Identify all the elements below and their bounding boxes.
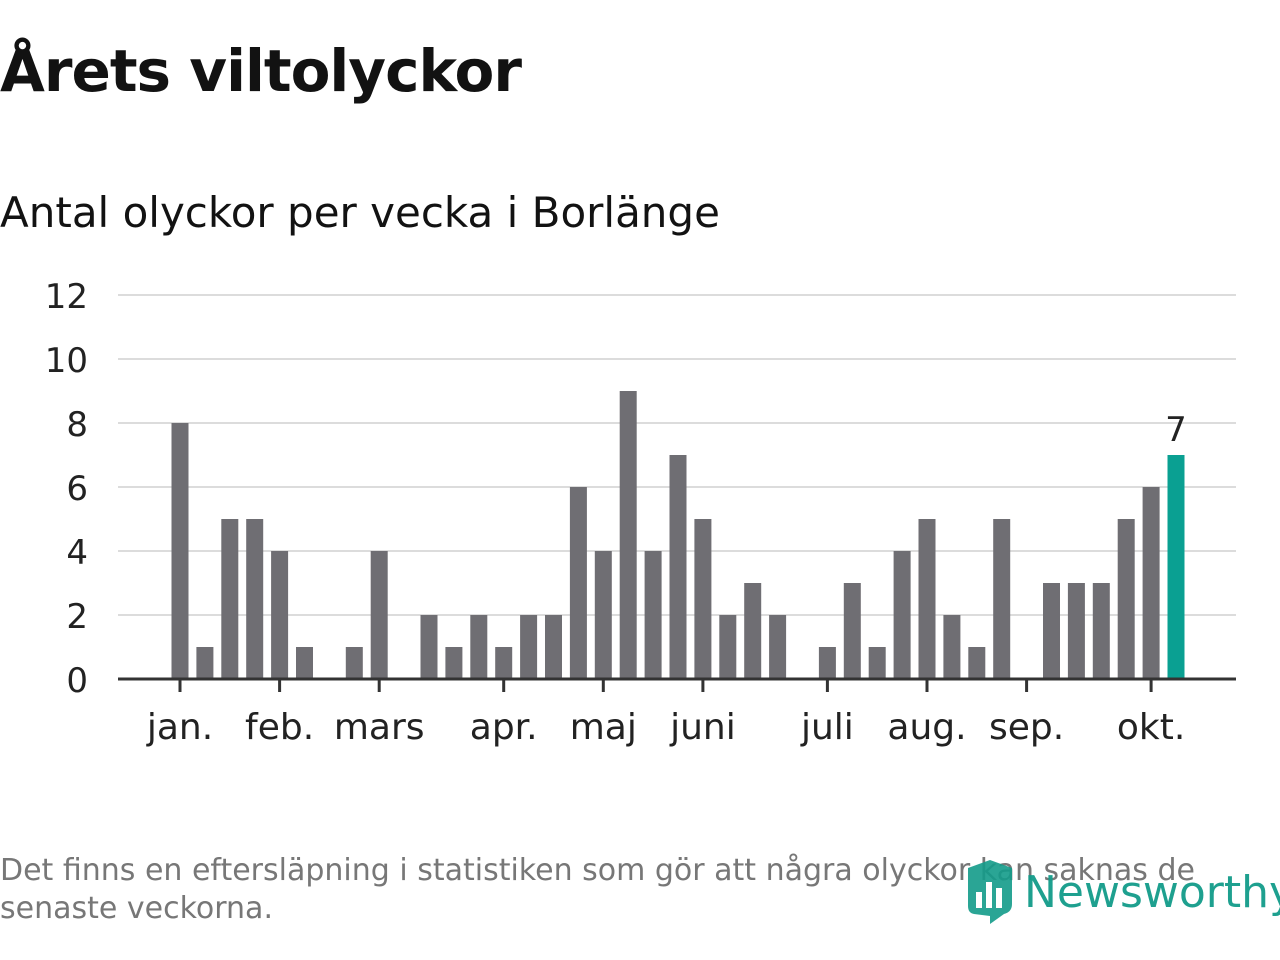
bar <box>993 519 1011 679</box>
bar <box>171 423 189 679</box>
x-tick-label: juni <box>669 707 736 748</box>
bar <box>968 647 986 679</box>
bar <box>520 615 538 679</box>
bar <box>271 551 289 679</box>
bar <box>619 391 637 679</box>
bar <box>669 455 687 679</box>
newsworthy-logo-icon <box>968 860 1012 924</box>
bar <box>246 519 264 679</box>
y-axis-tick-labels: 0 2 4 6 8 10 12 <box>45 277 88 701</box>
x-tick-label: maj <box>570 707 637 748</box>
bar <box>545 615 562 679</box>
y-tick-label: 0 <box>66 661 88 701</box>
bar <box>1043 583 1060 679</box>
bar <box>1142 487 1160 679</box>
data-label-latest: 7 <box>1165 410 1187 450</box>
bar <box>893 551 911 679</box>
bar <box>420 615 438 679</box>
bar <box>196 647 214 679</box>
y-tick-label: 2 <box>66 597 88 637</box>
x-tick-label: feb. <box>245 707 314 748</box>
chart-title: Årets viltolyckor <box>0 37 522 105</box>
x-tick-label: okt. <box>1117 707 1185 748</box>
x-tick-label: mars <box>334 707 425 748</box>
bar <box>694 519 712 679</box>
bar <box>868 647 886 679</box>
bar <box>445 647 463 679</box>
y-tick-label: 10 <box>45 341 88 381</box>
x-tick-label: apr. <box>470 707 538 748</box>
y-tick-label: 12 <box>45 277 88 317</box>
bar <box>1067 583 1085 679</box>
bar <box>495 647 513 679</box>
x-tick-label: sep. <box>989 707 1064 748</box>
bar <box>296 647 313 679</box>
chart-subtitle: Antal olyckor per vecka i Borlänge <box>0 188 720 237</box>
brand-logo: Newsworthy <box>964 856 1280 928</box>
bar <box>569 487 587 679</box>
bar <box>719 615 737 679</box>
bar <box>744 583 762 679</box>
bar <box>345 647 363 679</box>
bar <box>1092 583 1110 679</box>
bar <box>594 551 612 679</box>
bar <box>470 615 488 679</box>
bar <box>918 519 936 679</box>
y-tick-label: 6 <box>66 469 88 509</box>
x-axis-tick-labels: jan. feb. mars apr. maj juni juli aug. sep. okt. <box>146 707 1185 748</box>
bar <box>943 615 961 679</box>
x-axis <box>118 677 1236 692</box>
bar <box>818 647 836 679</box>
weekly-accidents-bar-chart: 0 2 4 6 8 10 12 jan. feb. mars apr. maj juni juli aug… <box>45 277 1236 748</box>
x-tick-label: jan. <box>146 707 213 748</box>
bar <box>1117 519 1135 679</box>
x-tick-label: aug. <box>887 707 966 748</box>
bar-highlight <box>1167 455 1185 679</box>
bars <box>171 391 1185 679</box>
bar <box>644 551 662 679</box>
y-tick-label: 4 <box>66 533 88 573</box>
bar <box>843 583 861 679</box>
bar <box>370 551 388 679</box>
bar <box>221 519 239 679</box>
brand-name: Newsworthy <box>1024 866 1280 918</box>
bar <box>769 615 787 679</box>
data-labels: 7 <box>1165 410 1187 450</box>
x-tick-label: juli <box>800 707 854 748</box>
y-tick-label: 8 <box>66 405 88 445</box>
